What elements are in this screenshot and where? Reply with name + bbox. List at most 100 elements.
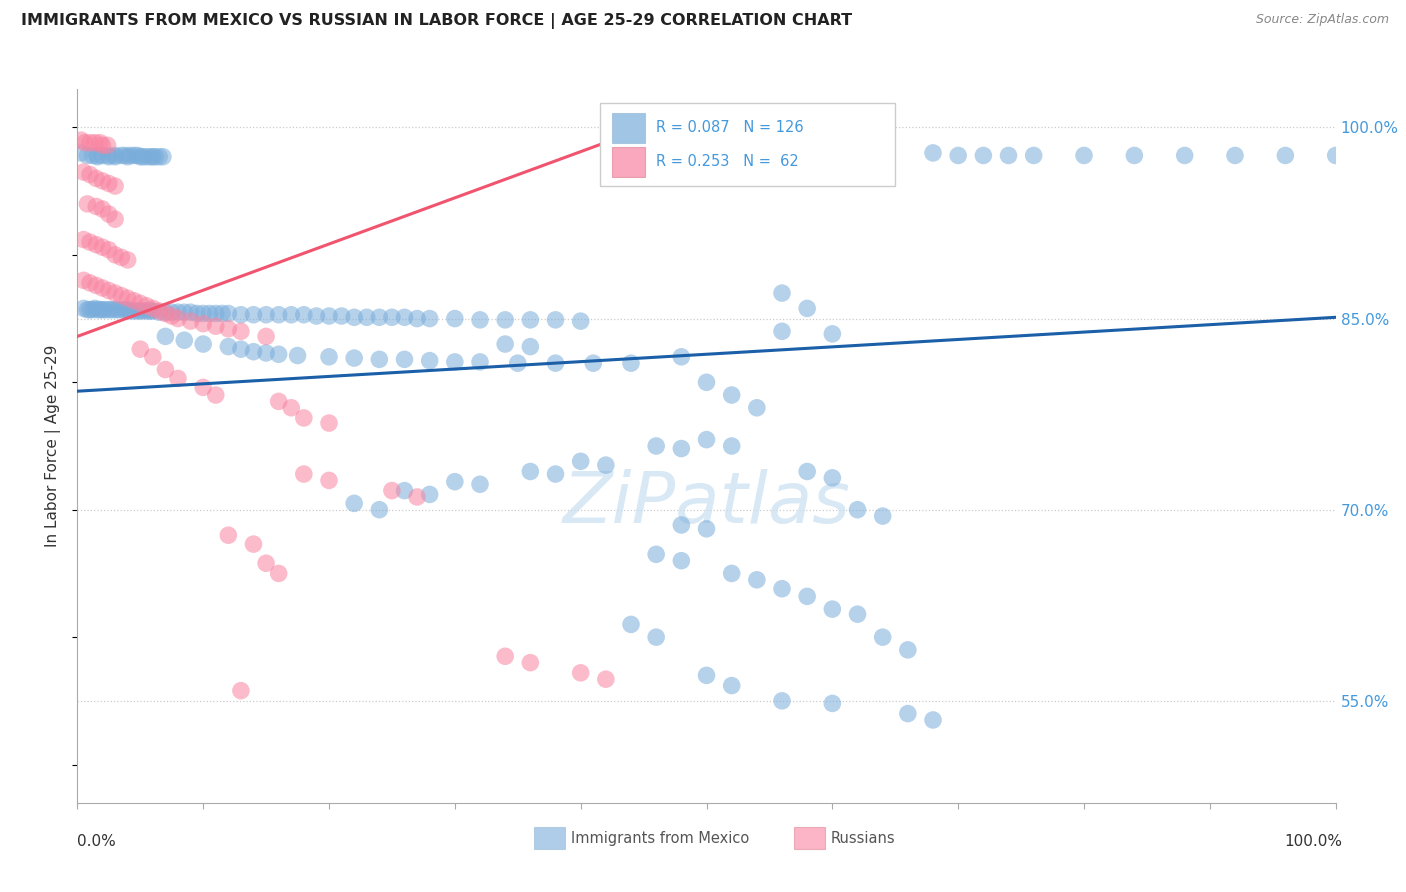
- FancyBboxPatch shape: [612, 147, 645, 177]
- Point: [104, 179, 127, 194]
- Point: [267, 566, 290, 581]
- Point: [120, 304, 142, 318]
- Point: [84, 278, 107, 293]
- Point: [796, 590, 818, 604]
- Point: [73, 136, 96, 150]
- Point: [84, 301, 107, 316]
- Point: [167, 371, 190, 385]
- Point: [821, 602, 844, 616]
- Point: [368, 310, 391, 325]
- Point: [129, 304, 152, 318]
- Point: [76, 197, 98, 211]
- Point: [582, 356, 605, 370]
- Point: [70, 145, 93, 160]
- Point: [114, 148, 136, 162]
- Text: Immigrants from Mexico: Immigrants from Mexico: [571, 831, 749, 846]
- Point: [229, 308, 252, 322]
- Point: [180, 314, 202, 328]
- Point: [122, 304, 145, 318]
- Point: [82, 302, 104, 317]
- Point: [148, 305, 170, 319]
- Point: [671, 350, 693, 364]
- Point: [104, 302, 127, 317]
- Point: [519, 340, 541, 354]
- Point: [229, 324, 252, 338]
- Point: [897, 643, 920, 657]
- Point: [280, 401, 302, 415]
- Point: [97, 177, 120, 191]
- Text: 0.0%: 0.0%: [77, 834, 117, 849]
- Point: [242, 537, 264, 551]
- Point: [136, 304, 159, 318]
- Point: [117, 302, 139, 317]
- Text: R = 0.087   N = 126: R = 0.087 N = 126: [657, 120, 804, 135]
- Point: [1324, 148, 1347, 162]
- Point: [872, 630, 894, 644]
- Point: [117, 252, 139, 267]
- Point: [122, 293, 145, 308]
- Point: [120, 148, 142, 162]
- Point: [110, 288, 132, 302]
- Point: [107, 302, 129, 317]
- Point: [494, 337, 516, 351]
- Y-axis label: In Labor Force | Age 25-29: In Labor Force | Age 25-29: [45, 345, 62, 547]
- Point: [86, 302, 108, 317]
- Point: [821, 697, 844, 711]
- Point: [267, 347, 290, 361]
- Point: [160, 309, 183, 323]
- Point: [745, 401, 768, 415]
- Point: [94, 302, 117, 317]
- Point: [217, 340, 239, 354]
- Point: [468, 355, 491, 369]
- Point: [70, 133, 93, 147]
- Point: [114, 302, 136, 317]
- Point: [76, 148, 98, 162]
- Point: [796, 465, 818, 479]
- Point: [160, 305, 183, 319]
- Point: [254, 346, 277, 360]
- Point: [97, 284, 120, 298]
- Point: [155, 305, 177, 319]
- Text: Russians: Russians: [831, 831, 896, 846]
- Point: [872, 509, 894, 524]
- Point: [204, 319, 226, 334]
- Point: [720, 439, 742, 453]
- Point: [155, 362, 177, 376]
- Point: [79, 235, 101, 249]
- Point: [343, 310, 366, 325]
- Point: [645, 547, 668, 561]
- Point: [356, 310, 378, 325]
- Point: [204, 388, 226, 402]
- Point: [191, 337, 215, 351]
- Point: [696, 522, 718, 536]
- Point: [544, 467, 567, 481]
- Point: [1073, 148, 1095, 162]
- Point: [506, 356, 529, 370]
- Point: [696, 376, 718, 390]
- Point: [318, 309, 340, 323]
- Point: [318, 474, 340, 488]
- Point: [292, 467, 315, 481]
- Point: [569, 314, 592, 328]
- FancyBboxPatch shape: [612, 112, 645, 143]
- Point: [91, 302, 114, 317]
- Text: 100.0%: 100.0%: [1285, 834, 1343, 849]
- Point: [569, 665, 592, 680]
- Point: [84, 199, 107, 213]
- Point: [1223, 148, 1246, 162]
- Point: [406, 311, 429, 326]
- Point: [122, 148, 145, 162]
- Point: [720, 566, 742, 581]
- Point: [671, 518, 693, 533]
- Point: [305, 309, 328, 323]
- Point: [544, 356, 567, 370]
- Point: [173, 333, 195, 347]
- Point: [696, 668, 718, 682]
- Point: [254, 556, 277, 570]
- Point: [419, 311, 441, 326]
- Point: [91, 202, 114, 216]
- Point: [104, 248, 127, 262]
- Point: [444, 355, 467, 369]
- Point: [770, 694, 793, 708]
- Point: [267, 308, 290, 322]
